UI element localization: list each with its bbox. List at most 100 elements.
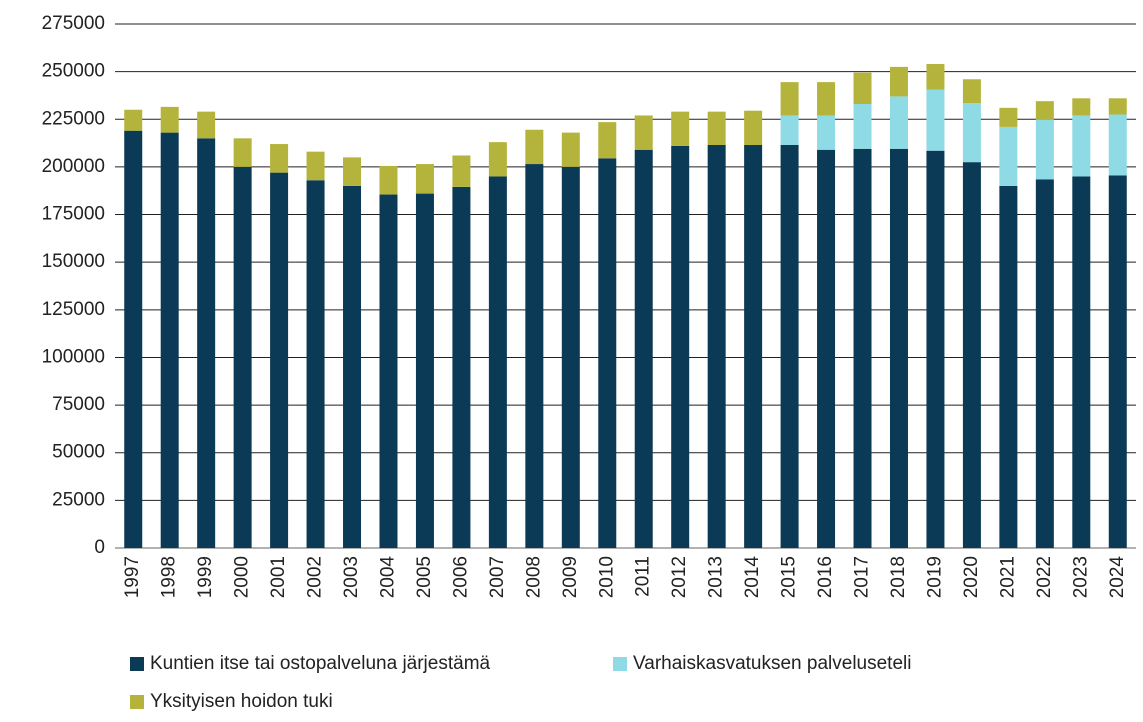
bar-segment [707,111,726,145]
bar-segment [1108,98,1127,115]
bar-segment [525,129,544,165]
y-tick-label: 250000 [42,61,105,82]
x-tick-label: 2019 [924,556,945,598]
x-tick-label: 2007 [487,556,508,598]
bar-segment [233,138,252,167]
bar-segment [926,89,945,151]
bar-segment [1035,101,1054,120]
legend-swatch [613,657,627,671]
bar-segment [343,157,362,186]
x-tick-label: 2022 [1034,556,1055,598]
x-tick-label: 2000 [232,556,253,598]
bar-segment [561,132,580,167]
x-tick-label: 2016 [815,556,836,598]
y-tick-label: 200000 [42,156,105,177]
bar-segment [780,115,799,145]
bar-segment [671,111,690,146]
y-tick-label: 225000 [42,108,105,129]
bar-segment [962,79,981,104]
bar-segment [744,144,763,548]
bar-segment [1108,175,1127,548]
bar-segment [197,138,216,548]
y-tick-label: 25000 [52,489,105,510]
bar-segment [1072,176,1091,548]
x-tick-label: 2004 [377,556,398,599]
bar-segment [488,176,507,548]
x-tick-label: 2015 [779,556,800,598]
y-tick-label: 150000 [42,251,105,272]
bar-segment [415,164,434,194]
bar-segment [270,172,289,548]
bar-segment [124,109,143,131]
legend-swatch [130,657,144,671]
x-tick-label: 1998 [159,556,180,598]
bar-segment [889,66,908,97]
legend-swatch [130,695,144,709]
x-tick-label: 2020 [961,556,982,598]
bar-segment [124,130,143,549]
bar-segment [452,155,471,187]
bar-segment [415,193,434,548]
bar-segment [197,111,216,139]
bar-segment [853,72,872,105]
x-tick-label: 2009 [560,556,581,598]
bar-segment [525,164,544,548]
y-tick-label: 75000 [52,394,105,415]
bar-segment [634,115,653,150]
y-tick-label: 175000 [42,204,105,225]
x-tick-label: 2017 [852,556,873,598]
x-tick-label: 2014 [742,556,763,599]
bar-segment [817,115,836,150]
bar-segment [1035,179,1054,548]
x-tick-label: 2002 [305,556,326,598]
bar-segment [160,132,179,549]
y-tick-label: 275000 [42,13,105,34]
x-tick-label: 2011 [633,556,654,597]
x-tick-label: 2005 [414,556,435,598]
bar-segment [707,144,726,548]
x-tick-label: 2021 [997,556,1018,598]
y-tick-label: 0 [94,537,105,558]
bar-segment [962,162,981,549]
x-tick-label: 2024 [1107,556,1128,599]
y-tick-label: 125000 [42,299,105,320]
y-tick-label: 100000 [42,346,105,367]
bar-segment [561,166,580,548]
legend-label: Yksityisen hoidon tuki [150,691,333,712]
bar-segment [634,149,653,548]
x-tick-label: 2008 [523,556,544,598]
bar-segment [1072,98,1091,116]
bar-segment [306,151,325,181]
bar-segment [379,194,398,548]
bar-segment [926,64,945,90]
bar-segment [343,185,362,549]
bar-segment [1072,115,1091,177]
x-tick-label: 2018 [888,556,909,598]
bar-segment [853,104,872,149]
bar-segment [999,126,1018,186]
x-tick-label: 2006 [450,556,471,598]
x-tick-label: 2013 [706,556,727,598]
y-tick-label: 50000 [52,442,105,463]
bar-segment [379,165,398,195]
bar-segment [889,96,908,149]
x-tick-label: 1999 [195,556,216,598]
bar-segment [780,82,799,116]
x-tick-label: 2012 [669,556,690,598]
bar-segment [1108,114,1127,176]
bar-segment [999,185,1018,549]
bar-segment [598,122,617,159]
x-tick-label: 1997 [122,556,143,598]
bar-segment [671,145,690,548]
bar-segment [306,180,325,549]
legend-label: Kuntien itse tai ostopalveluna järjestäm… [150,653,491,674]
bar-segment [488,142,507,177]
bar-segment [962,103,981,163]
bar-segment [1035,119,1054,180]
bar-segment [270,144,289,173]
bar-segment [744,110,763,145]
bar-segment [853,148,872,549]
bar-segment [598,158,617,549]
legend-label: Varhaiskasvatuksen palveluseteli [633,653,911,674]
